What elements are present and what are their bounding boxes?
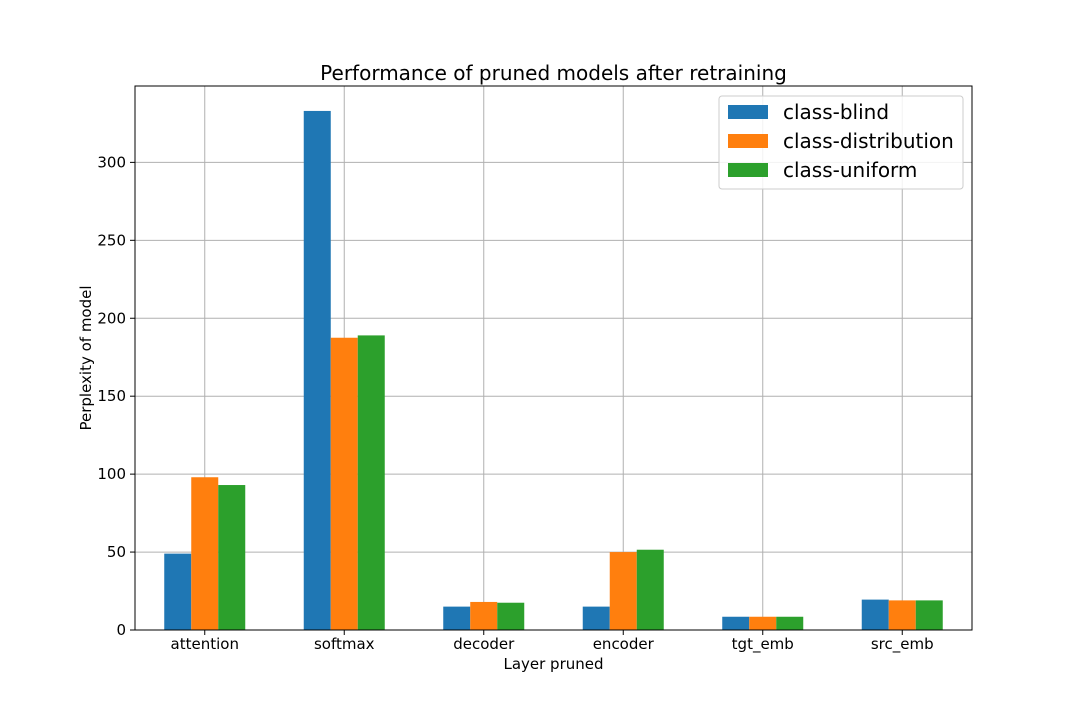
bar-class-blind-softmax — [303, 110, 331, 631]
x-tick-label: tgt_emb — [732, 635, 794, 654]
x-tick-label: softmax — [314, 635, 375, 653]
bar-class-distribution-decoder — [470, 601, 498, 630]
bar-class-uniform-softmax — [357, 335, 385, 630]
y-tick-label: 50 — [107, 543, 126, 561]
x-axis-ticks: attention softmax decoder encoder tgt_emb src… — [171, 630, 934, 654]
legend-box — [718, 95, 964, 190]
x-axis-label: Layer pruned — [503, 655, 603, 673]
bar-class-distribution-attention — [191, 477, 219, 630]
bar-class-blind-attention — [164, 553, 192, 630]
bar-class-uniform-tgt_emb — [776, 616, 804, 630]
y-tick-label: 300 — [97, 153, 126, 171]
legend-swatch — [728, 163, 768, 177]
legend-label: class-uniform — [783, 158, 917, 182]
y-axis-ticks: 0 50 100 150 200 250 300 — [97, 153, 135, 639]
x-tick-label: src_emb — [871, 635, 934, 654]
plot-frame — [134, 85, 973, 631]
x-tick-label: decoder — [453, 635, 515, 653]
bar-class-uniform-attention — [218, 485, 246, 630]
bar-class-uniform-encoder — [636, 549, 664, 630]
bars — [164, 110, 943, 631]
legend: class-blind class-distribution class-unifo… — [718, 95, 964, 190]
legend-label: class-blind — [783, 100, 889, 124]
y-tick-label: 100 — [97, 465, 126, 483]
chart-title: Performance of pruned models after retra… — [320, 61, 787, 85]
bar-class-blind-tgt_emb — [722, 616, 750, 630]
legend-swatch — [728, 105, 768, 119]
y-tick-label: 150 — [97, 387, 126, 405]
bar-class-distribution-encoder — [609, 552, 637, 630]
y-tick-label: 250 — [97, 231, 126, 249]
bar-class-blind-decoder — [443, 606, 471, 630]
bar-class-distribution-tgt_emb — [749, 616, 777, 630]
bar-class-distribution-softmax — [330, 337, 358, 630]
bar-class-uniform-decoder — [497, 602, 525, 630]
y-tick-label: 200 — [97, 309, 126, 327]
legend-label: class-distribution — [783, 129, 954, 153]
x-tick-label: attention — [171, 635, 239, 653]
bar-class-blind-encoder — [582, 606, 610, 630]
legend-swatch — [728, 134, 768, 148]
y-tick-label: 0 — [116, 621, 126, 639]
y-axis-label: Perplexity of model — [77, 285, 95, 430]
x-tick-label: encoder — [593, 635, 655, 653]
bar-class-blind-src_emb — [861, 599, 889, 630]
bar-class-uniform-src_emb — [915, 600, 943, 630]
bar-class-distribution-src_emb — [888, 600, 916, 630]
